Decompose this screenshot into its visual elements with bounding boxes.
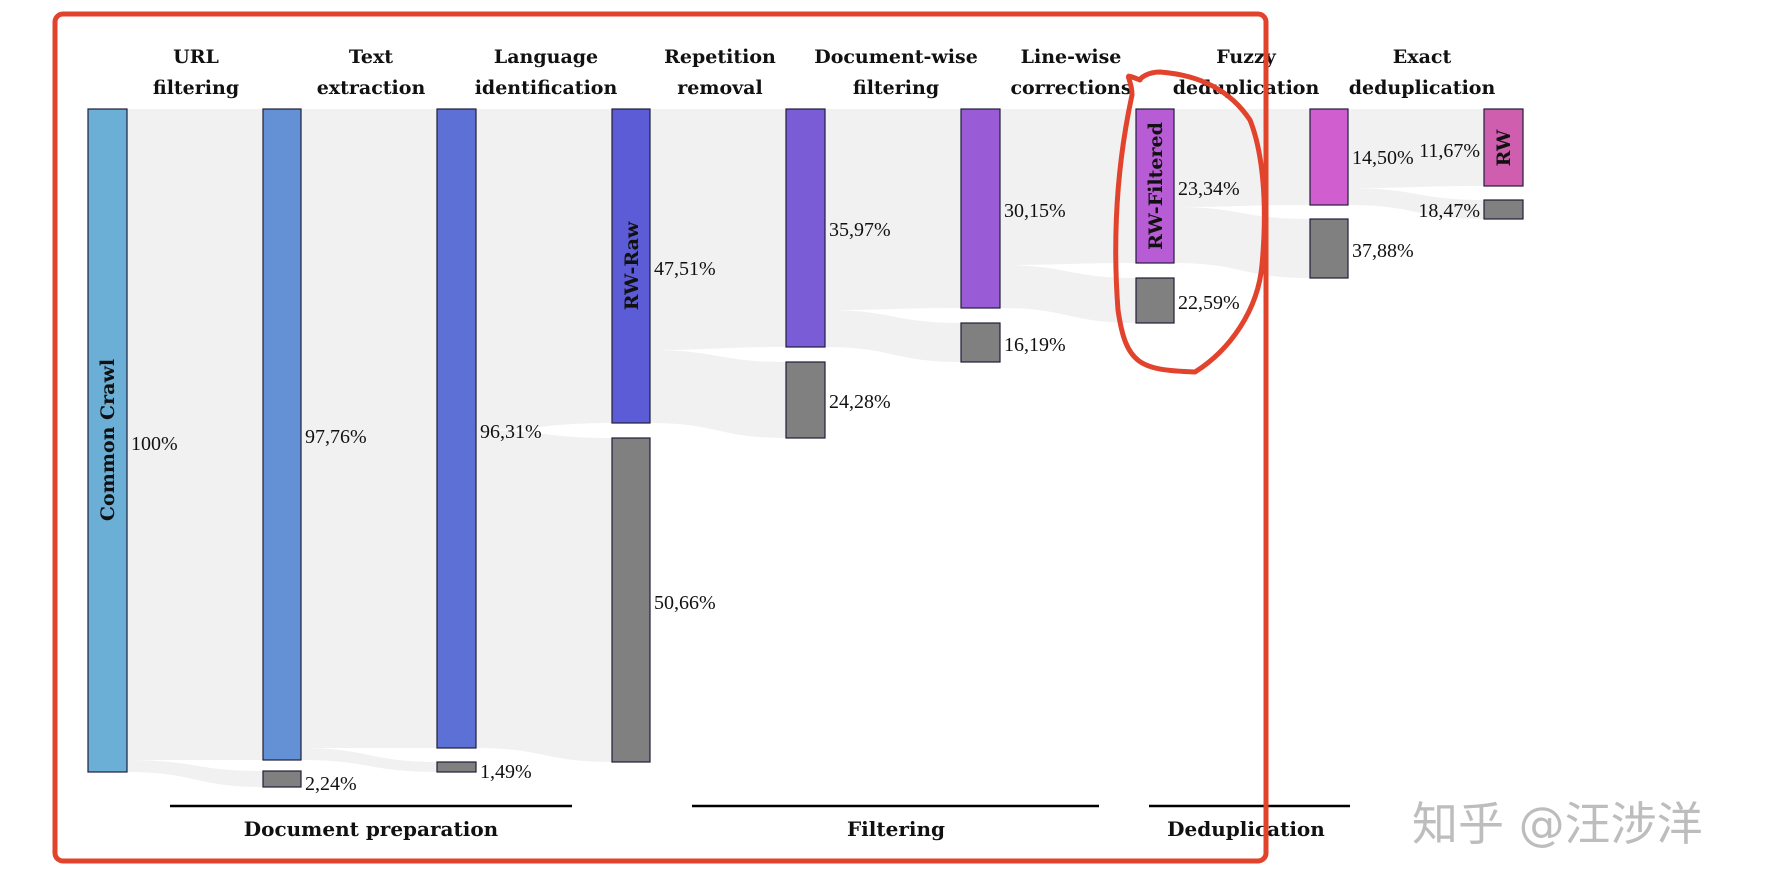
- stage-title-repetition-l2: removal: [677, 77, 762, 99]
- stage-title-text-extraction-l2: extraction: [317, 77, 426, 99]
- stage-title-language-id-l1: Language: [494, 46, 598, 68]
- annotation-box: [52, 11, 1269, 864]
- node-common-crawl: [87, 108, 128, 773]
- stage-title-url-filtering-l2: filtering: [153, 77, 239, 99]
- stage-title-repetition-l1: Repetition: [664, 46, 776, 68]
- node-label-rw-filtered: RW-Filtered: [1145, 122, 1167, 250]
- pct-label: 22,59%: [1178, 292, 1240, 314]
- stage-title-url-filtering-l1: URL: [173, 46, 219, 68]
- stage-title-text-extraction-l1: Text: [349, 46, 393, 68]
- percent-labels: 100% 97,76% 2,24% 96,31% 1,49% 47,51% 50…: [131, 140, 1480, 795]
- node-label-common-crawl: Common Crawl: [97, 359, 119, 521]
- pct-label: 1,49%: [480, 761, 532, 783]
- node-url-removed: [262, 770, 302, 788]
- pct-label: 30,15%: [1004, 200, 1066, 222]
- node-label-rw-raw: RW-Raw: [621, 221, 643, 310]
- pct-label: 50,66%: [654, 592, 716, 614]
- stage-titles: URL filtering Text extraction Language i…: [153, 46, 1496, 99]
- node-linewise-removed: [1135, 277, 1175, 324]
- node-exact-removed: [1483, 199, 1524, 220]
- stage-title-fuzzy-l1: Fuzzy: [1216, 46, 1277, 68]
- flows: [127, 109, 1484, 787]
- pct-label: 100%: [131, 433, 178, 455]
- node-rw: [1483, 108, 1524, 187]
- pct-label: 18,47%: [1418, 200, 1480, 222]
- node-docwise-kept: [960, 108, 1001, 309]
- node-text-extracted: [436, 108, 477, 749]
- annotation-circle: [1113, 69, 1267, 375]
- stage-title-exact-l1: Exact: [1393, 46, 1452, 68]
- pct-label: 16,19%: [1004, 334, 1066, 356]
- stage-title-exact-l2: deduplication: [1349, 77, 1496, 99]
- stage-title-document-wise-l2: filtering: [853, 77, 939, 99]
- node-repetition-removed: [785, 361, 826, 439]
- pct-label: 2,24%: [305, 773, 357, 795]
- pct-label: 96,31%: [480, 421, 542, 443]
- node-lang-removed: [611, 437, 651, 763]
- stage-title-language-id-l2: identification: [475, 77, 618, 99]
- node-repetition-kept: [785, 108, 826, 348]
- node-docwise-removed: [960, 322, 1001, 363]
- pct-label: 97,76%: [305, 426, 367, 448]
- node-url-filtered: [262, 108, 302, 761]
- pct-label: 47,51%: [654, 258, 716, 280]
- stage-title-line-wise-l2: corrections: [1010, 77, 1131, 99]
- node-fuzzy-kept: [1309, 108, 1349, 206]
- node-rw-raw: [611, 108, 651, 424]
- node-label-rw: RW: [1493, 129, 1515, 166]
- pct-label: 37,88%: [1352, 240, 1414, 262]
- node-fuzzy-removed: [1309, 218, 1349, 279]
- stage-title-document-wise-l1: Document-wise: [814, 46, 978, 68]
- pct-label: 24,28%: [829, 391, 891, 413]
- watermark: 知乎 @汪涉洋: [1412, 797, 1703, 851]
- node-rw-filtered: [1135, 108, 1175, 264]
- group-label-deduplication: Deduplication: [1167, 817, 1325, 841]
- node-text-removed: [436, 761, 477, 773]
- stage-title-line-wise-l1: Line-wise: [1021, 46, 1122, 68]
- pct-label: 23,34%: [1178, 178, 1240, 200]
- pct-label: 14,50%: [1352, 147, 1414, 169]
- pct-label: 11,67%: [1419, 140, 1480, 162]
- nodes: [87, 108, 1524, 788]
- group-label-filtering: Filtering: [847, 817, 945, 841]
- group-label-document-preparation: Document preparation: [244, 817, 499, 841]
- pct-label: 35,97%: [829, 219, 891, 241]
